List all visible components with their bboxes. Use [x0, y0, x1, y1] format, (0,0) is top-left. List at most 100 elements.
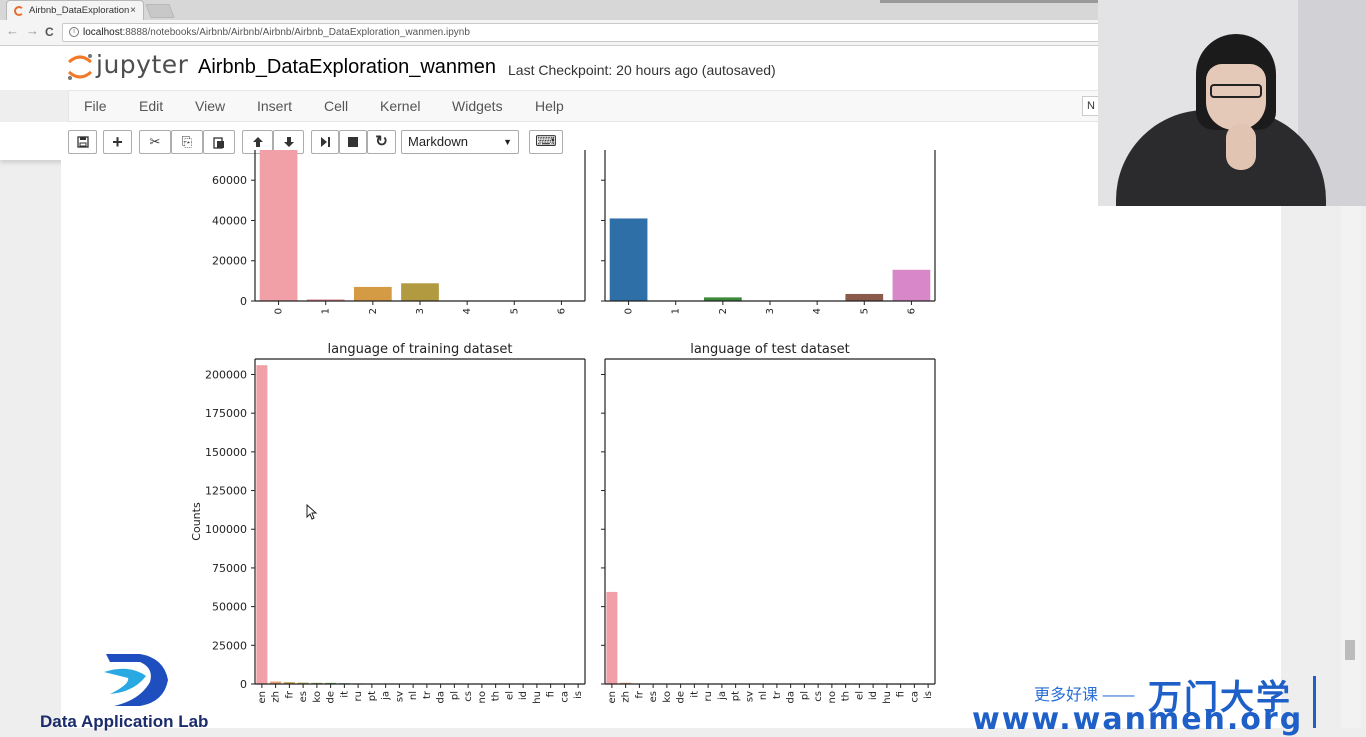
x-tick-label-2-sv: sv	[394, 691, 405, 702]
cut-button[interactable]: ✂	[139, 130, 171, 154]
menu-insert[interactable]: Insert	[257, 98, 293, 114]
x-tick-label-2-ja: ja	[381, 691, 392, 701]
x-tick-label-1-0: 0	[624, 308, 635, 314]
y-tick-label-0-60000: 60000	[212, 174, 247, 187]
reload-icon[interactable]: C	[45, 25, 54, 39]
x-tick-label-3-fi: fi	[896, 691, 907, 697]
browser-tab-bar: Airbnb_DataExploration ×	[0, 0, 1366, 20]
more-courses-label: 更多好课 ——	[1034, 687, 1135, 704]
x-tick-label-3-th: th	[841, 691, 852, 701]
x-tick-label-3-nl: nl	[758, 691, 769, 700]
menu-widgets[interactable]: Widgets	[452, 98, 503, 114]
browser-tab[interactable]: Airbnb_DataExploration ×	[6, 0, 144, 20]
x-tick-label-3-tr: tr	[772, 690, 783, 699]
forward-icon[interactable]: →	[26, 23, 39, 38]
data-application-lab-label: Data Application Lab	[40, 712, 209, 731]
save-button[interactable]	[68, 130, 97, 154]
back-icon[interactable]: ←	[6, 23, 19, 38]
bar-2-zh	[270, 681, 282, 684]
x-tick-label-1-3: 3	[765, 308, 776, 314]
x-tick-label-2-nl: nl	[408, 691, 419, 700]
paste-button[interactable]	[203, 130, 235, 154]
x-tick-label-2-pl: pl	[449, 691, 460, 700]
x-tick-label-2-ko: ko	[312, 691, 323, 703]
chevron-down-icon: ▼	[503, 137, 512, 147]
x-tick-label-2-fi: fi	[546, 691, 557, 697]
x-tick-label-3-hu: hu	[882, 691, 893, 704]
x-tick-label-3-id: id	[868, 691, 879, 700]
x-tick-label-3-pl: pl	[799, 691, 810, 700]
menu-view[interactable]: View	[195, 98, 226, 114]
menu-help[interactable]: Help	[535, 98, 564, 114]
run-cell-button[interactable]	[311, 130, 339, 154]
x-tick-label-2-en: en	[257, 691, 268, 704]
restart-kernel-button[interactable]: ↻	[367, 130, 396, 154]
y-tick-label-2-0: 0	[240, 678, 247, 691]
x-tick-label-2-tr: tr	[422, 690, 433, 699]
menu-edit[interactable]: Edit	[139, 98, 164, 114]
y-tick-label-2-175000: 175000	[205, 407, 247, 420]
wanmen-url: www.wanmen.org	[972, 702, 1304, 737]
x-tick-label-2-is: is	[573, 691, 584, 699]
x-tick-label-3-de: de	[676, 691, 687, 704]
keyboard-icon: ⌨	[535, 133, 557, 150]
chart-title-2: language of training dataset	[328, 342, 513, 357]
x-tick-label-3-fr: fr	[634, 690, 645, 699]
x-tick-label-3-it: it	[689, 691, 700, 698]
y-tick-label-2-100000: 100000	[205, 523, 247, 536]
x-tick-label-3-ja: ja	[717, 691, 728, 701]
bar-1-6	[892, 269, 931, 301]
x-tick-label-3-da: da	[786, 691, 797, 703]
command-palette-button[interactable]: ⌨	[529, 130, 563, 154]
x-tick-label-3-no: no	[827, 691, 838, 703]
presenter-glasses	[1210, 84, 1262, 98]
interrupt-kernel-button[interactable]	[339, 130, 367, 154]
jupyter-favicon-icon	[14, 6, 24, 16]
tab-close-icon[interactable]: ×	[130, 5, 136, 16]
kernel-indicator[interactable]: N	[1082, 96, 1102, 116]
x-tick-label-0-0: 0	[274, 308, 285, 314]
notebook-title[interactable]: Airbnb_DataExploration_wanmen	[198, 56, 496, 78]
chart-title-3: language of test dataset	[690, 342, 850, 357]
x-tick-label-2-zh: zh	[271, 691, 282, 703]
data-application-lab-logo-icon	[104, 654, 168, 706]
x-tick-label-0-3: 3	[415, 308, 426, 314]
y-tick-label-0-0: 0	[240, 295, 247, 308]
page-scrollbar-thumb[interactable]	[1345, 640, 1355, 660]
url-input[interactable]: i localhost:8888/notebooks/Airbnb/Airbnb…	[62, 23, 1102, 42]
tab-title: Airbnb_DataExploration	[29, 5, 130, 16]
y-tick-label-2-150000: 150000	[205, 446, 247, 459]
jupyter-wordmark[interactable]: jupyter	[96, 50, 189, 79]
presenter-hand	[1226, 124, 1256, 170]
x-tick-label-2-cs: cs	[463, 691, 474, 702]
y-tick-label-0-20000: 20000	[212, 255, 247, 268]
copy-button[interactable]: ⎘	[171, 130, 203, 154]
checkpoint-status: Last Checkpoint: 20 hours ago (autosaved…	[508, 62, 776, 78]
x-tick-label-3-cs: cs	[813, 691, 824, 702]
jupyter-logo-icon[interactable]	[66, 52, 94, 82]
page-scrollbar[interactable]	[1341, 205, 1361, 728]
menu-kernel[interactable]: Kernel	[380, 98, 421, 114]
y-tick-label-0-40000: 40000	[212, 214, 247, 227]
x-tick-label-0-6: 6	[556, 308, 567, 314]
cell-type-select[interactable]: Markdown ▼	[401, 130, 519, 154]
info-icon[interactable]: i	[69, 27, 79, 37]
y-tick-label-2-25000: 25000	[212, 639, 247, 652]
y-tick-label-2-125000: 125000	[205, 485, 247, 498]
wanmen-brand-cn: 万门大学	[1148, 678, 1292, 718]
x-tick-label-0-1: 1	[321, 308, 332, 314]
save-icon	[76, 136, 89, 148]
add-cell-button[interactable]: +	[103, 130, 132, 154]
x-tick-label-2-no: no	[477, 691, 488, 703]
x-tick-label-3-es: es	[648, 691, 659, 702]
bar-0-3	[401, 283, 439, 301]
x-tick-label-3-zh: zh	[621, 691, 632, 703]
bar-2-es	[297, 682, 309, 684]
x-tick-label-1-1: 1	[671, 308, 682, 314]
menu-cell[interactable]: Cell	[324, 98, 349, 114]
x-tick-label-2-pt: pt	[367, 691, 378, 701]
x-tick-label-2-hu: hu	[532, 691, 543, 704]
mouse-cursor-icon	[306, 504, 318, 520]
menu-file[interactable]: File	[84, 98, 107, 114]
